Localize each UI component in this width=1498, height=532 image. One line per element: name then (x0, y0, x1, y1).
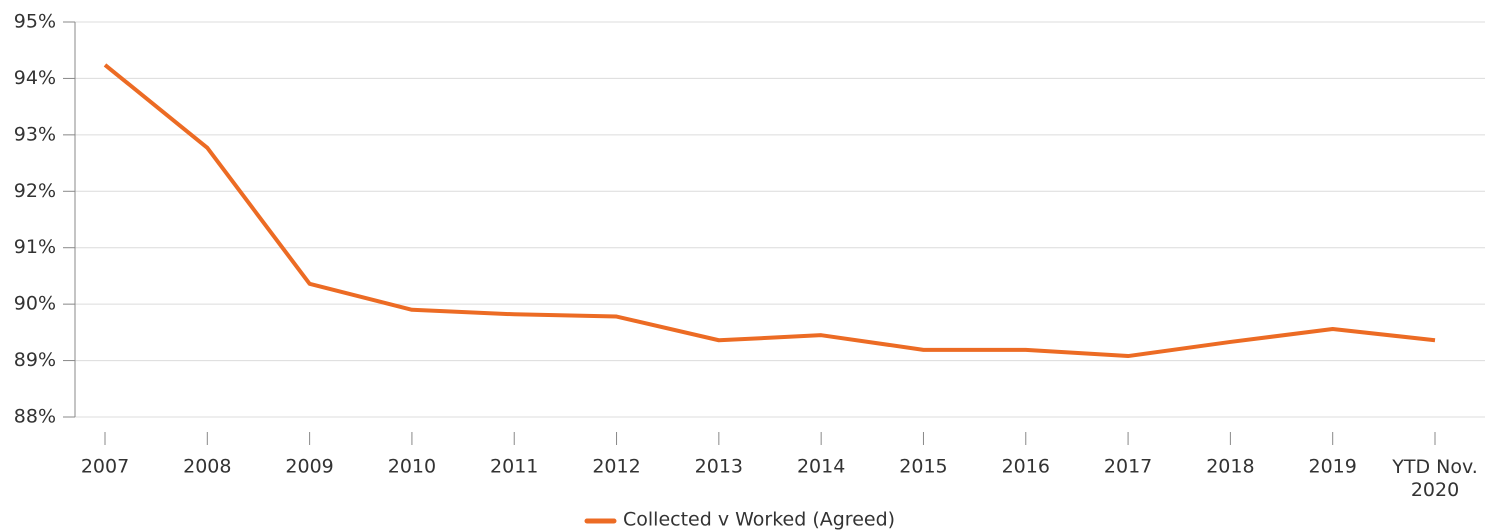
x-tick-label: 2019 (1309, 456, 1357, 478)
x-tick-label: 2013 (695, 456, 743, 478)
x-tick-label: 2016 (1002, 456, 1050, 478)
x-tick-label: 2008 (183, 456, 231, 478)
x-tick-label: 2011 (490, 456, 538, 478)
x-tick-label: 2010 (388, 456, 436, 478)
y-tick-label: 90% (14, 293, 56, 315)
data-line (103, 63, 1436, 359)
y-tick-label: 91% (14, 236, 56, 258)
y-tick-label: 94% (14, 67, 56, 89)
x-tick-label: 2009 (285, 456, 333, 478)
y-tick-label: 92% (14, 180, 56, 202)
y-tick-label: 89% (14, 349, 56, 371)
x-tick-label: 2007 (81, 456, 129, 478)
x-tick-label: 2017 (1104, 456, 1152, 478)
y-tick-label: 93% (14, 123, 56, 145)
x-tick-label: YTD Nov. 2020 (1391, 456, 1478, 501)
x-tick-label: 2018 (1206, 456, 1254, 478)
y-tick-label: 95% (14, 11, 56, 33)
legend-label: Collected v Worked (Agreed) (623, 509, 895, 531)
y-tick-label: 88% (14, 406, 56, 428)
x-tick-label: 2012 (592, 456, 640, 478)
x-tick-label: 2015 (899, 456, 947, 478)
x-tick-label: 2014 (797, 456, 845, 478)
